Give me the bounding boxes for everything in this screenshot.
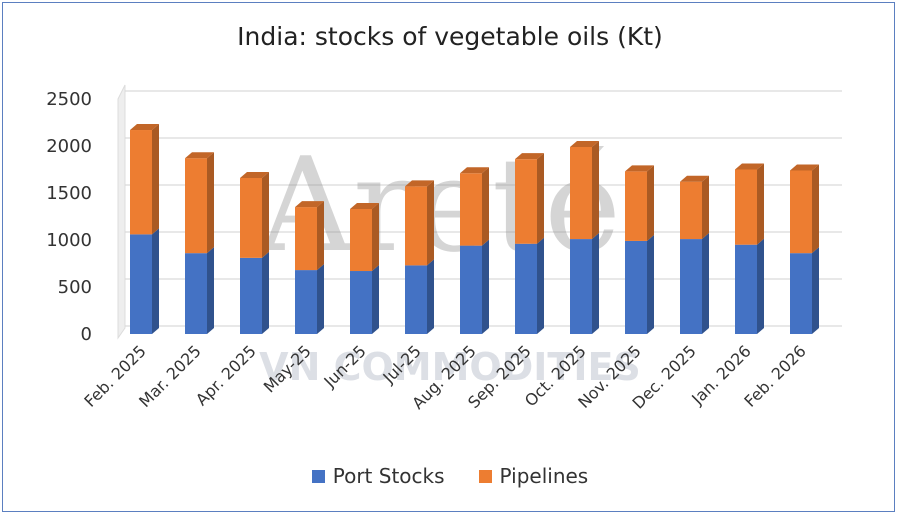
bar-side-1 xyxy=(812,164,819,254)
bar-pipelines xyxy=(295,207,317,271)
left-wall xyxy=(117,84,126,340)
legend-swatch-port-stocks xyxy=(311,469,325,483)
bar-port-stocks xyxy=(460,245,482,334)
bar-pipelines xyxy=(735,169,757,245)
bar-side-1 xyxy=(702,175,709,240)
y-tick-label: 0 xyxy=(81,324,92,345)
bar-pipelines xyxy=(570,146,592,240)
bar-pipelines xyxy=(350,208,372,272)
legend-item-pipelines: Pipelines xyxy=(478,464,589,488)
bar-top xyxy=(570,140,599,147)
bar-side-1 xyxy=(262,171,269,258)
bar-side-0 xyxy=(482,239,489,334)
bar-pipelines xyxy=(405,186,427,266)
watermark-text: VN COMMODITIES xyxy=(259,345,641,389)
bar-top xyxy=(735,163,764,170)
bar-side-0 xyxy=(592,233,599,334)
y-tick-label: 1500 xyxy=(46,183,92,204)
bar-port-stocks xyxy=(185,253,207,334)
bar-pipelines xyxy=(185,158,207,254)
bar-port-stocks xyxy=(350,271,372,334)
y-tick-label: 1000 xyxy=(46,230,92,251)
bar-top xyxy=(130,124,159,131)
bar-top xyxy=(680,175,709,182)
x-tick-label: Apr. 2025 xyxy=(192,341,260,409)
bar-side-0 xyxy=(207,247,214,334)
bar-side-1 xyxy=(537,153,544,244)
legend-label-pipelines: Pipelines xyxy=(499,464,589,488)
bar-port-stocks xyxy=(735,244,757,334)
bar-pipelines xyxy=(130,130,152,235)
bar-side-0 xyxy=(317,264,324,334)
bar-side-1 xyxy=(427,180,434,266)
bar-side-0 xyxy=(702,233,709,334)
bar-port-stocks xyxy=(295,270,317,334)
bar-port-stocks xyxy=(130,234,152,334)
bar-side-1 xyxy=(207,152,214,254)
bar-side-1 xyxy=(482,167,489,246)
bar-side-0 xyxy=(262,251,269,334)
legend-item-port-stocks: Port Stocks xyxy=(311,464,445,488)
chart-title: India: stocks of vegetable oils (Kt) xyxy=(237,22,663,51)
bar-top xyxy=(405,180,434,187)
legend: Port Stocks Pipelines xyxy=(0,464,900,488)
y-tick-label: 2000 xyxy=(46,136,92,157)
bar-pipelines xyxy=(680,181,702,240)
bar-port-stocks xyxy=(680,239,702,334)
bar-port-stocks xyxy=(240,257,262,334)
legend-label-port-stocks: Port Stocks xyxy=(332,464,445,488)
bar-top xyxy=(460,167,489,174)
bar-pipelines xyxy=(240,177,262,258)
y-tick-label: 500 xyxy=(58,277,92,298)
bar-side-1 xyxy=(152,124,159,235)
bar-pipelines xyxy=(460,173,482,246)
bar-top xyxy=(185,152,214,159)
bar-side-0 xyxy=(757,238,764,334)
bar-side-0 xyxy=(812,247,819,334)
bar-port-stocks xyxy=(570,239,592,334)
bar-port-stocks xyxy=(790,253,812,334)
bar-top xyxy=(350,202,379,209)
bar-port-stocks xyxy=(515,243,537,334)
bar-side-0 xyxy=(647,234,654,334)
bar-port-stocks xyxy=(625,240,647,334)
legend-swatch-pipelines xyxy=(478,469,492,483)
bar-side-1 xyxy=(592,140,599,240)
bar-top xyxy=(625,165,654,172)
bar-side-0 xyxy=(152,228,159,334)
bar-port-stocks xyxy=(405,265,427,334)
bar-pipelines xyxy=(625,171,647,241)
bar-side-0 xyxy=(427,259,434,334)
bar-side-1 xyxy=(372,202,379,272)
bar-top xyxy=(515,153,544,160)
bar-side-0 xyxy=(537,237,544,334)
bar-top xyxy=(295,201,324,208)
chart-frame xyxy=(2,2,895,512)
bar-side-1 xyxy=(317,201,324,271)
bar-top xyxy=(240,171,269,178)
bar-pipelines xyxy=(515,159,537,244)
bar-pipelines xyxy=(790,170,812,254)
bar-side-0 xyxy=(372,265,379,334)
bar-side-1 xyxy=(647,165,654,241)
bar-side-1 xyxy=(757,163,764,245)
y-tick-label: 2500 xyxy=(46,89,92,110)
bar-top xyxy=(790,164,819,171)
